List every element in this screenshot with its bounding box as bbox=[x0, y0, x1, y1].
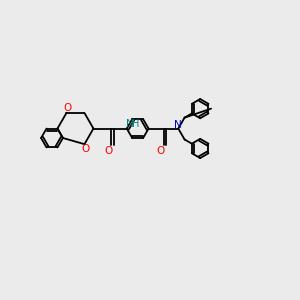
Text: N: N bbox=[126, 118, 134, 128]
Text: N: N bbox=[174, 119, 182, 130]
Text: O: O bbox=[63, 103, 72, 113]
Text: O: O bbox=[104, 146, 112, 156]
Text: O: O bbox=[157, 146, 165, 156]
Text: O: O bbox=[81, 144, 90, 154]
Text: H: H bbox=[132, 118, 140, 128]
